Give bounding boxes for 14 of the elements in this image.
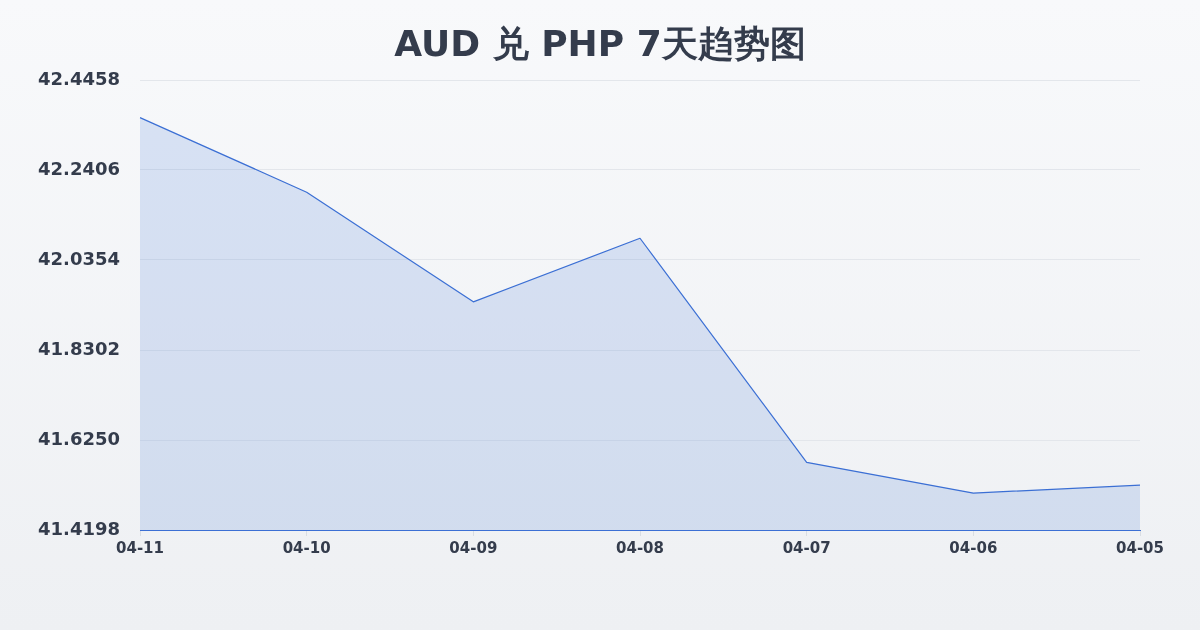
y-tick-label: 42.0354 bbox=[38, 247, 120, 269]
x-tick-label: 04-10 bbox=[282, 538, 331, 557]
y-tick-label: 42.4458 bbox=[38, 67, 120, 89]
y-tick-label: 41.6250 bbox=[38, 427, 120, 449]
x-tick-label: 04-07 bbox=[782, 538, 831, 557]
chart-title: AUD 兑 PHP 7天趋势图 bbox=[393, 22, 807, 66]
x-tick-label: 04-11 bbox=[116, 538, 164, 557]
y-tick-label: 41.8302 bbox=[38, 337, 120, 359]
x-tick-label: 04-09 bbox=[449, 538, 498, 557]
x-tick-label: 04-06 bbox=[949, 538, 998, 557]
y-tick-label: 41.4198 bbox=[38, 517, 120, 539]
y-tick-label: 42.2406 bbox=[38, 157, 120, 179]
x-tick-label: 04-08 bbox=[616, 538, 664, 557]
x-tick-label: 04-05 bbox=[1116, 538, 1164, 557]
